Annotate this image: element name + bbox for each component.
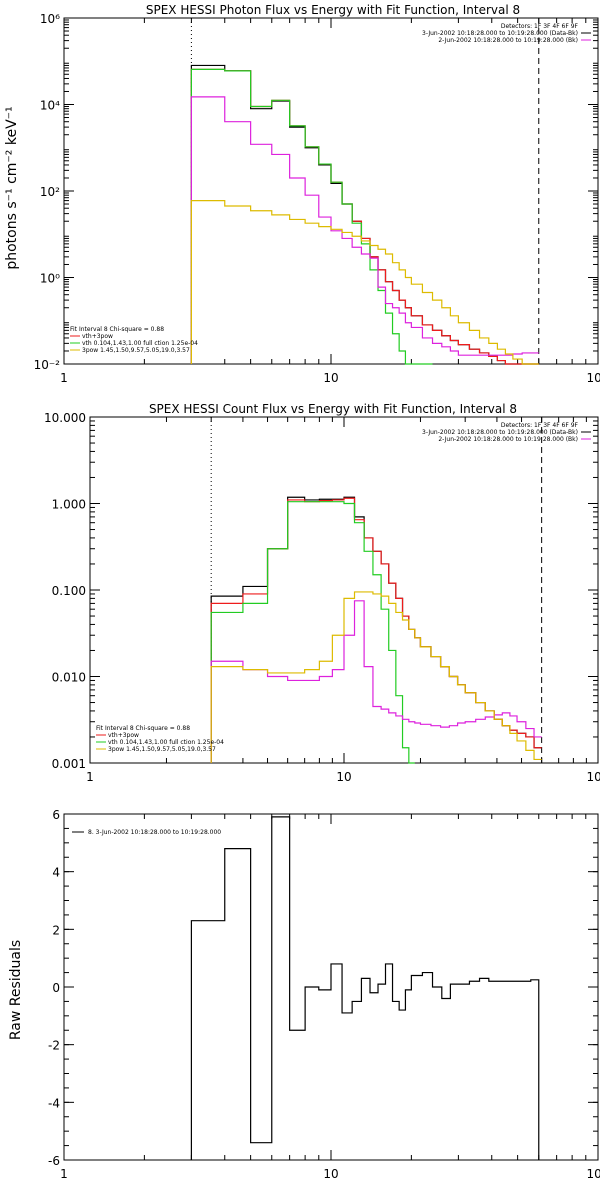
panel-photon-flux: SPEX HESSI Photon Flux vs Energy with Fi… bbox=[4, 3, 600, 385]
legend-entry: 3-Jun-2002 10:18:28.000 to 10:19:28.000 … bbox=[422, 30, 578, 37]
series-magenta-line bbox=[190, 96, 539, 364]
y-tick-label: 10⁴ bbox=[40, 99, 60, 113]
plot-area: 1 10 100 -6 -4 -2 0 2 4 6 8. 3-Jun-2002 10:18:28.0… bbox=[48, 808, 600, 1181]
legend-entry: Detectors: 1F 3F 4F 6F 9F bbox=[501, 23, 579, 30]
y-tick-label: 10⁰ bbox=[40, 272, 60, 286]
legend-entry: vth 0.104,1.43,1.00 full ction 1.25e-04 bbox=[82, 340, 198, 347]
legend-entry: vth+3pow bbox=[108, 732, 139, 739]
x-tick-label: 100 bbox=[587, 770, 600, 784]
legend-entry: Fit Interval 8 Chi-square = 0.88 bbox=[70, 326, 164, 333]
y-axis-label: photons s⁻¹ cm⁻² keV⁻¹ bbox=[4, 106, 20, 269]
legend-entry: 2-Jun-2002 10:18:28.000 to 10:19:28.000 … bbox=[438, 436, 578, 443]
legend-entry: 8. 3-Jun-2002 10:18:28.000 to 10:19:28.0… bbox=[88, 829, 221, 836]
x-tick-label: 100 bbox=[587, 371, 600, 385]
panel-title: SPEX HESSI Count Flux vs Energy with Fit… bbox=[149, 402, 517, 416]
y-axis-label: Raw Residuals bbox=[8, 940, 24, 1040]
y-tick-label: 10.000 bbox=[44, 411, 86, 425]
series-green-line bbox=[210, 501, 415, 764]
y-tick-label: 0.001 bbox=[52, 757, 86, 771]
series-black-line bbox=[190, 816, 540, 1160]
x-tick-label: 10 bbox=[336, 770, 351, 784]
series-yellow-line bbox=[190, 199, 539, 365]
y-tick-label: -6 bbox=[48, 1154, 60, 1168]
panel-count-flux: SPEX HESSI Count Flux vs Energy with Fit… bbox=[44, 402, 600, 784]
series-green-line bbox=[190, 68, 433, 365]
legend-entry: Fit Interval 8 Chi-square = 0.88 bbox=[96, 725, 190, 732]
x-tick-label: 1 bbox=[86, 770, 94, 784]
y-tick-label: 2 bbox=[52, 923, 60, 937]
y-tick-label: 0.010 bbox=[52, 671, 86, 685]
series-black-line bbox=[210, 496, 542, 763]
y-tick-label: 10² bbox=[40, 185, 60, 199]
y-tick-label: 6 bbox=[52, 808, 60, 822]
legend-entry: vth 0.104,1.43,1.00 full ction 1.25e-04 bbox=[108, 739, 224, 746]
x-tick-label: 10 bbox=[323, 371, 338, 385]
panel-residuals: Raw Residuals 1 10 100 -6 -4 -2 0 2 4 6 8. 3-Jun-2… bbox=[8, 808, 600, 1181]
y-tick-label: 0.100 bbox=[52, 584, 86, 598]
y-tick-label: -2 bbox=[48, 1039, 60, 1053]
series-red-line bbox=[190, 68, 539, 365]
x-tick-label: 10 bbox=[323, 1167, 338, 1181]
series-magenta-line bbox=[210, 600, 542, 763]
y-tick-label: 1.000 bbox=[52, 498, 86, 512]
x-tick-label: 100 bbox=[587, 1167, 600, 1181]
x-tick-label: 1 bbox=[60, 1167, 68, 1181]
series-black-line bbox=[190, 64, 539, 365]
y-tick-label: 4 bbox=[52, 866, 60, 880]
y-tick-label: 10⁻² bbox=[34, 358, 61, 372]
plot-frame bbox=[89, 416, 599, 764]
legend-entry: 3pow 1.45,1.50,9.57,5.05,19.0,3.57 bbox=[108, 746, 216, 753]
plot-area: 1 10 100 10⁻² 10⁰ 10² 10⁴ 10⁶ Detectors: 1F 3F 4… bbox=[34, 12, 600, 385]
legend-entry: vth+3pow bbox=[82, 333, 113, 340]
y-tick-label: 10⁶ bbox=[40, 12, 60, 26]
series-red-line bbox=[210, 497, 542, 763]
legend-entry: Detectors: 1F 3F 4F 6F 9F bbox=[501, 422, 579, 429]
y-tick-label: 0 bbox=[52, 981, 60, 995]
y-tick-label: -4 bbox=[48, 1096, 60, 1110]
plot-frame bbox=[63, 17, 599, 365]
plot-area: 1 10 100 0.001 0.010 0.100 1.000 10.000 Detector… bbox=[44, 411, 600, 784]
legend-entry: 2-Jun-2002 10:18:28.000 to 10:19:28.000 … bbox=[438, 37, 578, 44]
x-tick-label: 1 bbox=[60, 371, 68, 385]
legend-entry: 3-Jun-2002 10:18:28.000 to 10:19:28.000 … bbox=[422, 429, 578, 436]
panel-title: SPEX HESSI Photon Flux vs Energy with Fi… bbox=[146, 3, 520, 17]
legend-entry: 3pow 1.45,1.50,9.57,5.05,19.0,3.57 bbox=[82, 347, 190, 354]
series-yellow-line bbox=[210, 591, 542, 763]
